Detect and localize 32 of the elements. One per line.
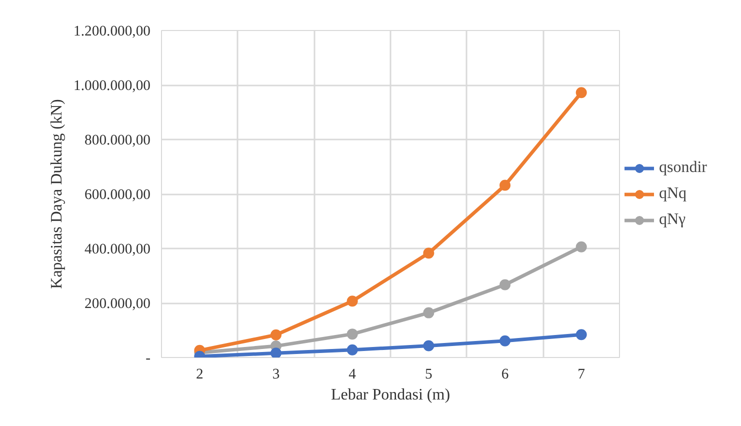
point (500, 279, 510, 290)
point (500, 180, 510, 191)
y-axis-title: Kapasitas Daya Dukung (kN) (48, 99, 66, 289)
point (423, 307, 434, 318)
x-tick-label: 2 (196, 366, 204, 382)
y-tick-label: 1.000.000,00 (74, 78, 151, 94)
point (576, 329, 587, 340)
y-tick-label: 600.000,00 (84, 187, 150, 203)
y-tick-label: 1.200.000,00 (74, 24, 151, 40)
x-tick-label: 6 (501, 366, 509, 382)
y-tick-label: - (146, 350, 151, 366)
point (423, 340, 434, 352)
y-tick-label: 200.000,00 (84, 296, 150, 312)
y-tick-label: 400.000,00 (84, 242, 150, 258)
point (270, 329, 282, 340)
point (270, 348, 282, 358)
legend-label: qNγ (659, 210, 686, 228)
legend-label: qsondir (659, 158, 707, 176)
point (346, 328, 358, 340)
legend-label: qNq (659, 184, 687, 202)
point (576, 241, 587, 252)
x-axis-title: Lebar Pondasi (m) (330, 386, 450, 404)
x-tick-label: 7 (578, 366, 585, 382)
x-tick-label: 4 (348, 366, 357, 382)
point (346, 296, 358, 307)
point (500, 335, 510, 346)
x-tick-label: 5 (425, 366, 432, 382)
point (423, 248, 434, 259)
x-tick-label: 3 (272, 366, 280, 382)
point (346, 344, 358, 356)
y-tick-label: 800.000,00 (84, 132, 150, 148)
point (576, 87, 587, 98)
